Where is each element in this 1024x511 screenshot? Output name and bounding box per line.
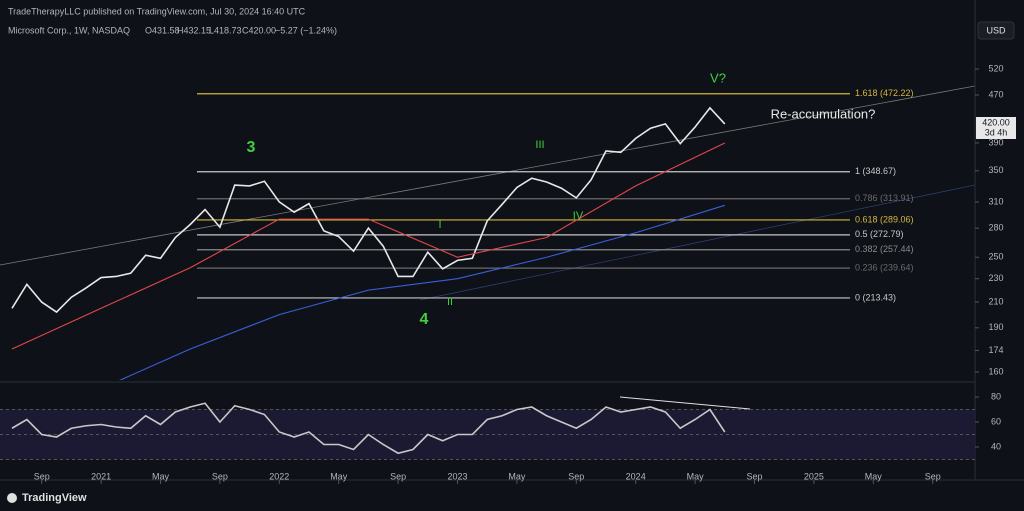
last-price: 420.00 [982, 117, 1010, 127]
currency[interactable]: USD [986, 25, 1006, 35]
y-tick-label: 230 [988, 273, 1003, 283]
currency-button[interactable] [977, 21, 1015, 40]
x-tick-label: Sep [390, 471, 406, 481]
x-tick-label: Sep [34, 471, 50, 481]
symbol: Microsoft Corp., 1W, NASDAQ [8, 25, 130, 35]
y-tick-label: 190 [988, 322, 1003, 332]
y-tick-label: 280 [988, 223, 1003, 233]
fib-label: 1.618 (472.22) [855, 88, 914, 98]
y-tick-label: 80 [991, 391, 1001, 401]
x-tick-label: 2024 [626, 471, 646, 481]
x-tick-label: 2025 [804, 471, 824, 481]
rsi-pane [0, 396, 975, 460]
series-line [11, 142, 726, 350]
wave-label: Re-accumulation? [771, 106, 876, 121]
price-tag [976, 117, 1016, 139]
y-tick-label: 210 [988, 296, 1003, 306]
x-tick-label: May [508, 471, 526, 481]
publisher: TradeTherapyLLC published on TradingView… [8, 6, 306, 16]
fib-label: 0.786 (313.91) [855, 193, 914, 203]
wave-label: I [438, 219, 441, 231]
y-tick-label: 250 [988, 252, 1003, 262]
series-line [119, 204, 725, 380]
x-tick-label: Sep [746, 471, 762, 481]
x-tick-label: May [865, 471, 883, 481]
fib-label: 0.382 (257.44) [855, 244, 914, 254]
wave-label: III [535, 139, 544, 151]
y-tick-label: 310 [988, 196, 1003, 206]
brand: TradingView [22, 492, 87, 504]
ohlc-low: L418.73 [209, 25, 242, 35]
wave-label: V? [710, 70, 726, 85]
y-tick-label: 40 [991, 441, 1001, 451]
wave-label: 4 [420, 311, 429, 328]
x-tick-label: 2022 [269, 471, 289, 481]
y-tick-label: 470 [988, 89, 1003, 99]
x-tick-label: Sep [925, 471, 941, 481]
change: −5.27 (−1.24%) [275, 25, 337, 35]
countdown: 3d 4h [985, 127, 1008, 137]
wave-label: II [447, 296, 453, 308]
x-tick-label: May [687, 471, 705, 481]
y-tick-label: 350 [988, 165, 1003, 175]
y-tick-label: 160 [988, 366, 1003, 376]
fib-label: 0.5 (272.79) [855, 229, 904, 239]
ohlc-high: H432.15 [177, 25, 211, 35]
fib-label: 0 (213.43) [855, 292, 896, 302]
series-line [11, 402, 726, 455]
wave-label: IV [573, 210, 584, 222]
fib-label: 1 (348.67) [855, 166, 896, 176]
ohlc-close: C420.00 [242, 25, 276, 35]
series-line [11, 106, 726, 314]
x-tick-label: May [152, 471, 170, 481]
fib-label: 0.618 (289.06) [855, 214, 914, 224]
wave-label: 3 [247, 139, 256, 156]
trendline [419, 184, 976, 301]
trendline [0, 85, 976, 266]
x-tick-label: Sep [568, 471, 584, 481]
y-tick-label: 174 [988, 345, 1003, 355]
divergence-line [619, 396, 751, 410]
x-tick-label: May [330, 471, 348, 481]
price-pane: 1.618 (472.22) 1 (348.67) 0.786 (313.91) 0.… [11, 88, 914, 380]
y-tick-label: 60 [991, 416, 1001, 426]
brand-logo [7, 493, 17, 503]
fib-label: 0.236 (239.64) [855, 263, 914, 273]
y-tick-label: 520 [988, 63, 1003, 73]
x-tick-label: 2021 [91, 471, 111, 481]
y-tick-label: 390 [988, 137, 1003, 147]
x-tick-label: Sep [212, 471, 228, 481]
x-tick-label: 2023 [447, 471, 467, 481]
ohlc-open: O431.58 [145, 25, 180, 35]
